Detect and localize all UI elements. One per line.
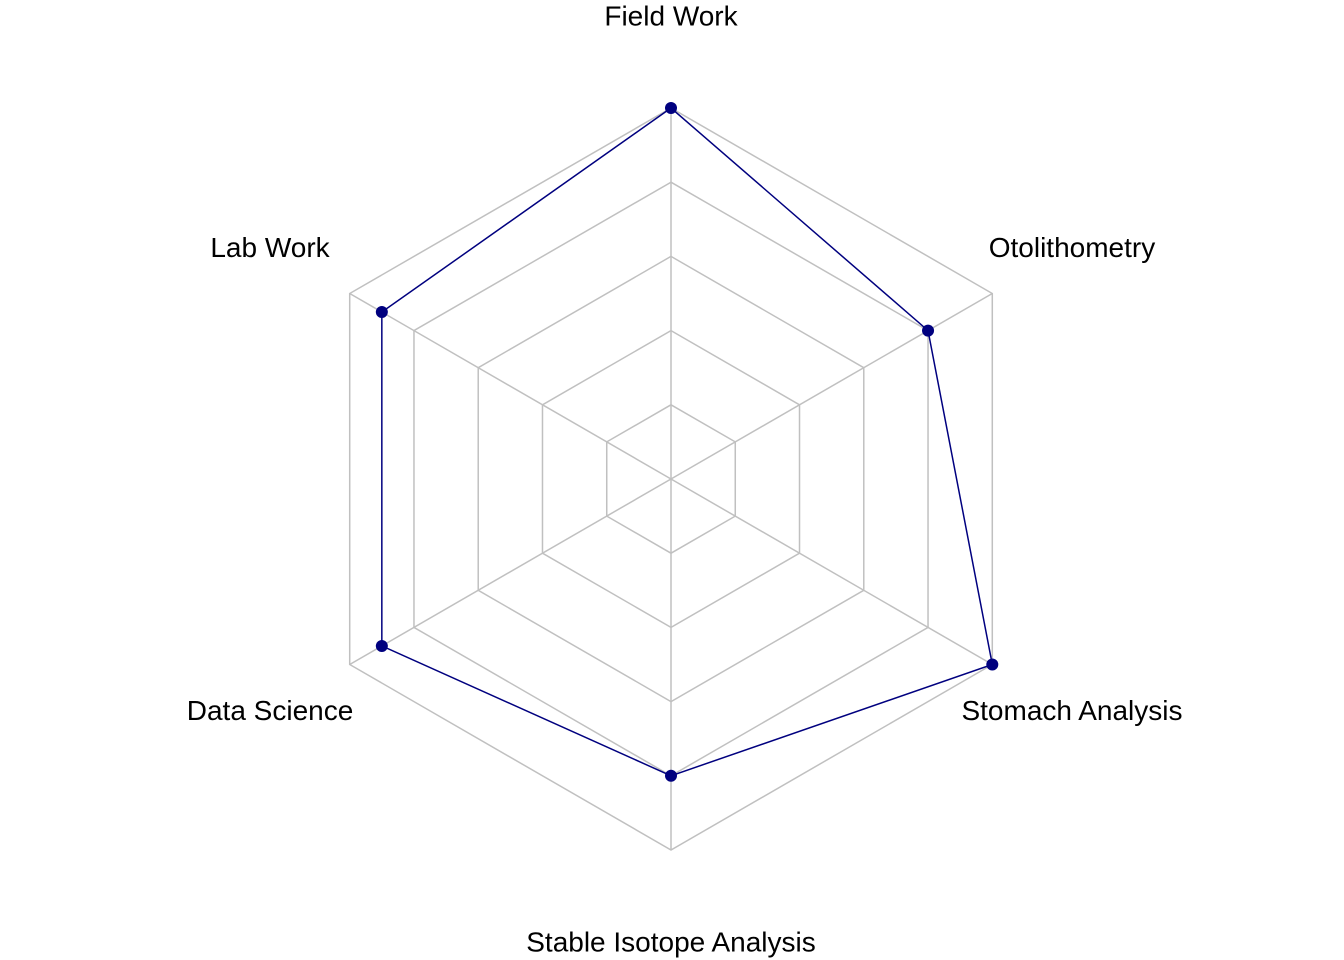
data-point-data-science: [375, 639, 388, 652]
series-line-0: [381, 107, 994, 777]
axis-label-data-science: Data Science: [187, 695, 354, 726]
data-point-stable-isotope-analysis: [665, 769, 677, 782]
radar-series: [375, 102, 999, 782]
axis-labels: Field Work Otolithometry Stomach Analysis S…: [187, 1, 1183, 958]
spoke-data-science: [349, 478, 672, 666]
spoke-lab-work: [349, 292, 672, 480]
data-point-otolithometry: [922, 324, 935, 337]
axis-label-field-work: Field Work: [604, 1, 738, 32]
axis-label-otolithometry: Otolithometry: [989, 232, 1156, 263]
axis-label-stable-isotope-analysis: Stable Isotope Analysis: [526, 927, 816, 958]
spoke-stomach-analysis: [670, 478, 993, 666]
radar-grid: [348, 107, 994, 851]
axis-label-lab-work: Lab Work: [210, 232, 330, 263]
data-point-stomach-analysis: [986, 658, 999, 671]
axis-label-stomach-analysis: Stomach Analysis: [961, 695, 1182, 726]
spoke-otolithometry: [670, 292, 993, 480]
data-point-field-work: [665, 102, 677, 114]
data-point-lab-work: [375, 306, 388, 319]
